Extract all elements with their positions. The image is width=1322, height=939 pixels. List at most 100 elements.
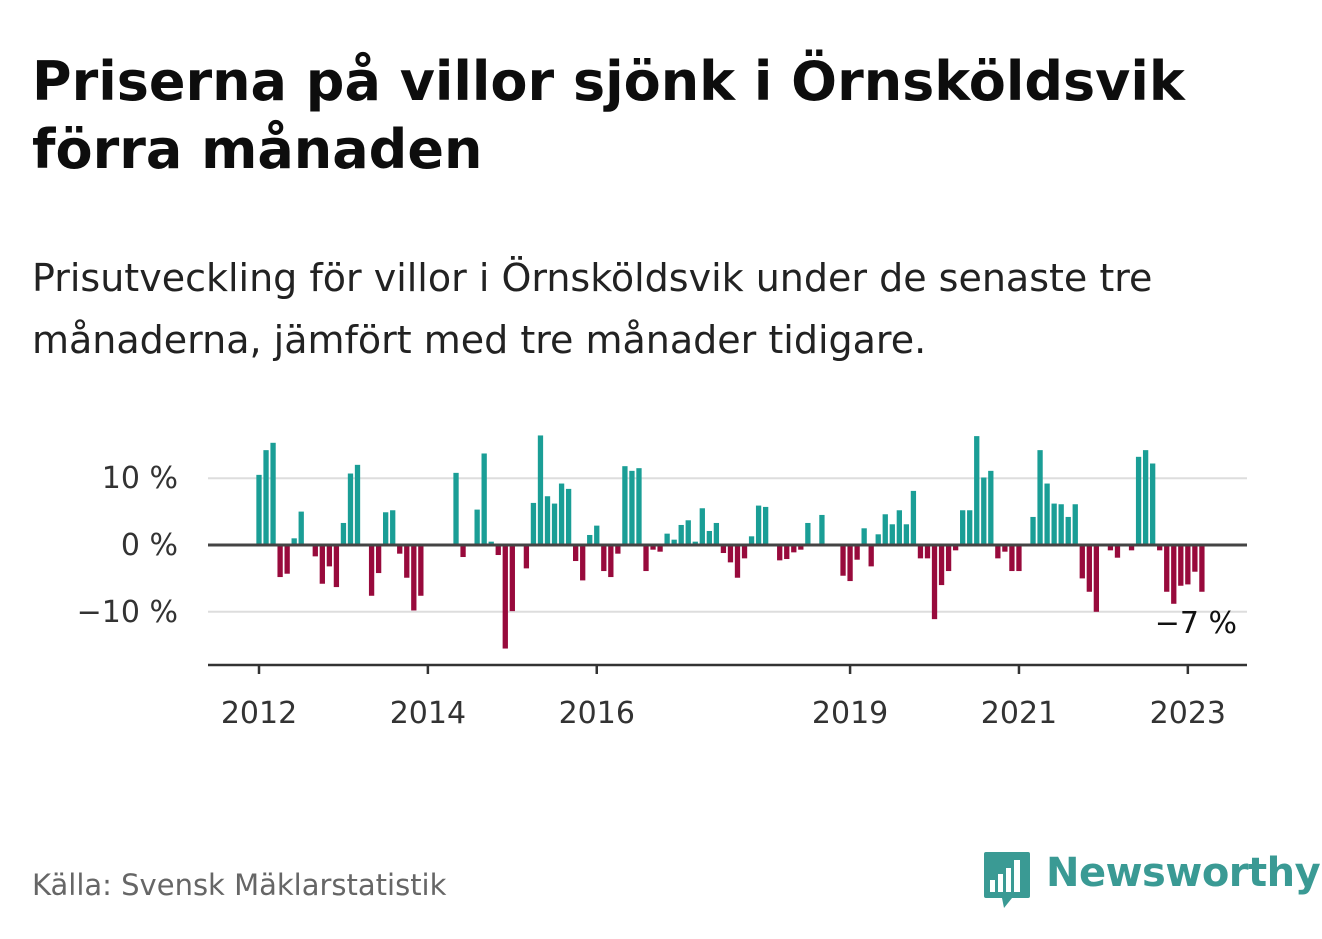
bar	[418, 545, 424, 596]
bar	[256, 474, 262, 545]
x-tick-label: 2023	[1150, 696, 1226, 731]
bar	[1051, 503, 1057, 545]
bar	[692, 541, 698, 545]
bar	[397, 545, 403, 554]
bar	[319, 545, 325, 584]
bar	[453, 472, 459, 545]
bar	[565, 488, 572, 545]
bar	[312, 545, 318, 557]
gridlines	[208, 477, 1247, 613]
bar	[636, 468, 642, 545]
bar	[643, 545, 649, 572]
bar	[460, 545, 466, 558]
bar	[509, 545, 515, 612]
bar	[474, 509, 480, 545]
bar	[755, 505, 762, 545]
bar	[1002, 545, 1008, 552]
bar	[390, 510, 396, 545]
bar	[347, 473, 354, 545]
bar	[558, 483, 565, 545]
bar	[650, 545, 656, 550]
bar	[664, 533, 670, 545]
bar	[1107, 545, 1114, 551]
bar	[938, 545, 945, 586]
x-tick-label: 2012	[221, 696, 297, 731]
bar	[762, 506, 769, 545]
bar	[411, 545, 417, 611]
bar	[326, 545, 333, 567]
bar	[1079, 545, 1085, 579]
bar	[1114, 545, 1121, 558]
bar	[1009, 545, 1015, 572]
bar	[383, 512, 389, 545]
bar	[960, 510, 966, 545]
source-note: Källa: Svensk Mäklarstatistik	[32, 868, 447, 902]
x-axis: 2012 2014 2016 2019 2021 2023	[208, 663, 1247, 731]
bar	[995, 545, 1001, 559]
bar	[284, 545, 290, 574]
bar	[354, 464, 361, 545]
bar	[875, 534, 881, 545]
bar	[622, 466, 628, 545]
bar	[1093, 545, 1100, 612]
bar	[1164, 545, 1170, 592]
bar	[819, 514, 825, 545]
last-value-label: −7 %	[1155, 606, 1237, 641]
bar	[868, 545, 874, 567]
bar	[734, 545, 741, 578]
bar	[404, 545, 410, 578]
bar	[903, 524, 910, 545]
bar	[1142, 450, 1149, 545]
newsworthy-bar-logo-icon	[984, 852, 1030, 908]
bar	[1030, 516, 1036, 545]
bar	[798, 545, 804, 550]
bar	[931, 545, 938, 620]
brand-name: Newsworthy	[1046, 850, 1321, 896]
bar	[805, 522, 811, 545]
bar	[685, 520, 691, 545]
bar	[580, 545, 586, 581]
bar	[882, 514, 888, 545]
bar	[615, 545, 621, 554]
bar	[523, 545, 530, 569]
bar	[896, 510, 902, 545]
bar	[854, 545, 860, 560]
bar	[657, 545, 663, 552]
bar	[1058, 504, 1064, 545]
bar	[375, 545, 382, 574]
bar	[1192, 545, 1198, 572]
bar	[713, 522, 720, 545]
bar	[952, 545, 959, 551]
bar	[699, 508, 705, 545]
bar	[791, 545, 797, 553]
bar	[678, 524, 684, 545]
bar	[587, 534, 593, 545]
bars	[208, 435, 1247, 649]
bar	[847, 545, 853, 582]
bar	[784, 545, 790, 560]
bar	[974, 436, 980, 545]
bar	[573, 545, 579, 562]
bar	[544, 496, 551, 545]
x-tick-label: 2014	[390, 696, 466, 731]
bar	[551, 503, 558, 545]
bar	[368, 545, 375, 596]
bar	[298, 511, 304, 545]
bar	[727, 545, 734, 563]
bar	[340, 522, 347, 545]
bar	[502, 545, 508, 649]
bar	[1185, 545, 1191, 585]
chart-subtitle: Prisutveckling för villor i Örnsköldsvik…	[32, 256, 1153, 362]
bar-chart: 10 % 0 % −10 % 2012 2014 2016 2019 2021 2023 −7…	[77, 435, 1247, 731]
bar	[1199, 545, 1205, 592]
bar	[601, 545, 607, 572]
y-tick-label: 0 %	[121, 528, 178, 563]
bar	[1178, 545, 1184, 586]
bar	[924, 545, 931, 559]
bar	[748, 536, 755, 545]
bar	[488, 541, 494, 545]
bar	[1171, 545, 1177, 604]
chart-title: Priserna på villor sjönk i Örnsköldsvik …	[32, 50, 1185, 181]
bar	[706, 530, 712, 545]
bar	[1037, 450, 1043, 545]
